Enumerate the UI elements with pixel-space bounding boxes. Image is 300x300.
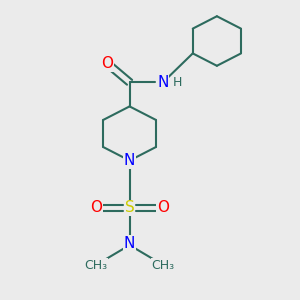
Text: H: H bbox=[172, 76, 182, 89]
Text: N: N bbox=[157, 75, 169, 90]
Text: S: S bbox=[125, 200, 134, 215]
Text: O: O bbox=[90, 200, 102, 215]
Text: CH₃: CH₃ bbox=[85, 259, 108, 272]
Text: N: N bbox=[124, 236, 135, 250]
Text: CH₃: CH₃ bbox=[152, 259, 175, 272]
Text: O: O bbox=[101, 56, 113, 71]
Text: N: N bbox=[124, 153, 135, 168]
Text: O: O bbox=[157, 200, 169, 215]
